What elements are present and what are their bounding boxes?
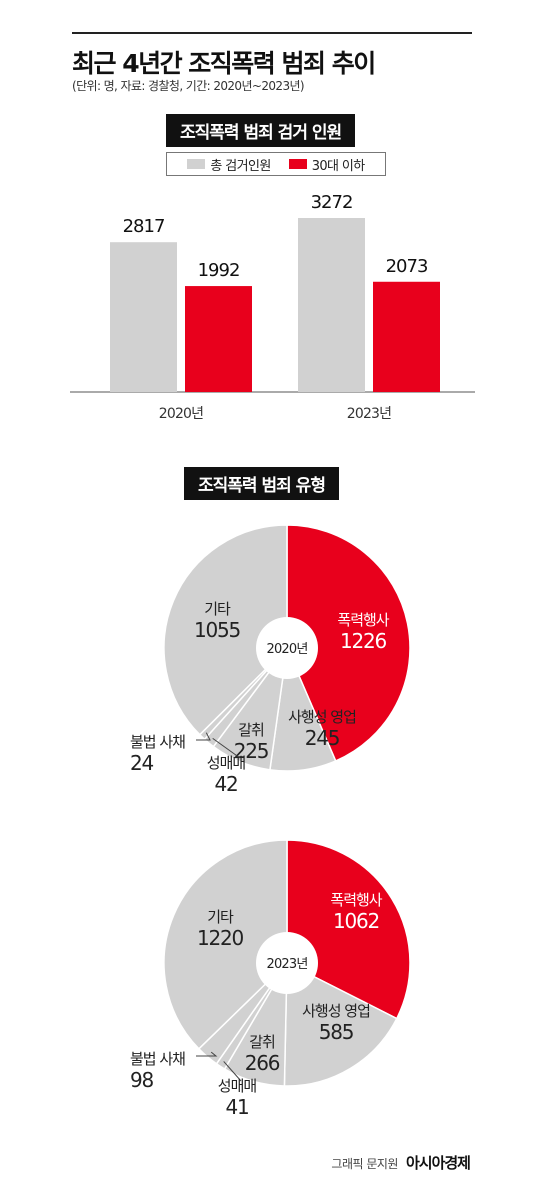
credit-brand: 아시아경제 (405, 1154, 471, 1172)
pie-slice-1 (283, 961, 398, 1087)
pie-slice-value: 41 (225, 1095, 248, 1119)
pie-slice-label: 갈취 (249, 1033, 275, 1051)
pie-slice-value: 98 (130, 1068, 154, 1092)
pie-slice-label: 불법 사채 (130, 733, 185, 751)
legend-item-under30: 30대 이하 (288, 155, 366, 174)
pie-slice-label: 사행성 영업 (302, 1002, 370, 1020)
chart-subtitle: (단위: 명, 자료: 경찰청, 기간: 2020년~2023년) (72, 79, 305, 93)
pie-slice-value: 245 (305, 726, 340, 750)
pie-leader-line (223, 1061, 242, 1082)
bar-value-label: 3272 (311, 192, 353, 213)
bar-value-label: 1992 (198, 260, 240, 281)
legend-swatch-red (288, 159, 307, 169)
bar-total-0 (110, 242, 177, 392)
pie-slice-label: 폭력행사 (330, 891, 382, 909)
section-label-types: 조직폭력 범죄 유형 (184, 467, 339, 500)
pie-slice-value: 225 (234, 739, 269, 763)
pie-slice-0 (286, 524, 411, 762)
pie-slice-value: 24 (130, 751, 154, 775)
pie-slice-label: 갈취 (238, 721, 264, 739)
pie-center-label: 2023년 (266, 957, 307, 972)
pie-slice-label: 성매매 (207, 754, 246, 772)
pie-slice-label: 폭력행사 (337, 611, 389, 629)
bar-under30-0 (185, 286, 252, 392)
pie-slice-label: 기타 (207, 908, 234, 926)
legend-swatch-gray (187, 159, 206, 169)
bar-value-label: 2817 (123, 216, 165, 237)
pie-slice-label: 성매매 (218, 1077, 257, 1095)
pie-slice-value: 1062 (333, 909, 379, 933)
top-rule (72, 32, 472, 34)
bar-category-label: 2023년 (347, 406, 392, 422)
pie-slice-value: 266 (245, 1051, 280, 1075)
pie-slice-value: 42 (214, 772, 237, 796)
legend-item-total: 총 검거인원 (187, 155, 271, 174)
pie-slice-0 (286, 839, 411, 1020)
credit: 그래픽 문지원 아시아경제 (331, 1152, 471, 1173)
pie-slice-5 (163, 839, 288, 1050)
pie-leader-line (212, 737, 241, 759)
pie-slice-5 (163, 524, 288, 736)
pie-center-hole (256, 617, 318, 679)
bar-chart: 2817 1992 2020년 3272 2073 2023년 (70, 192, 475, 422)
pie-slice-value: 1055 (194, 618, 240, 642)
pie-slice-value: 1226 (340, 629, 387, 653)
pie-center-label: 2020년 (266, 642, 307, 657)
bar-total-1 (298, 218, 365, 392)
chart-title: 최근 4년간 조직폭력 범죄 추이 (72, 49, 376, 78)
pie-slice-label: 사행성 영업 (288, 708, 356, 726)
legend-label-under30: 30대 이하 (311, 158, 366, 174)
bar-value-label: 2073 (386, 256, 428, 277)
credit-text: 그래픽 문지원 (331, 1157, 398, 1171)
section-label-arrests: 조직폭력 범죄 검거 인원 (166, 114, 356, 147)
pie-leader-line (196, 1051, 218, 1057)
pie-center-hole (256, 932, 318, 994)
pie-slice-value: 585 (319, 1020, 354, 1044)
pie-leader-line (196, 732, 211, 741)
bar-legend: 총 검거인원 30대 이하 (166, 152, 386, 176)
pie-slice-label: 기타 (204, 600, 231, 618)
legend-label-total: 총 검거인원 (210, 158, 271, 174)
bar-category-label: 2020년 (159, 406, 204, 422)
pie-slice-label: 불법 사채 (130, 1050, 185, 1068)
pie-slice-value: 1220 (197, 926, 244, 950)
bar-under30-1 (373, 281, 440, 392)
